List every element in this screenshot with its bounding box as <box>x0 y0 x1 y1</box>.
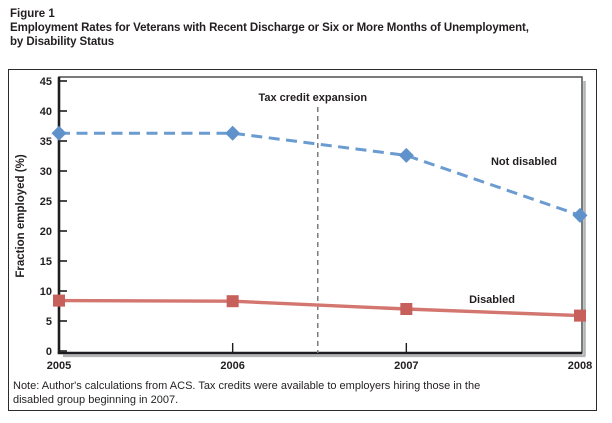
figure-title-line1: Employment Rates for Veterans with Recen… <box>10 22 529 34</box>
disabled-point-2008 <box>574 309 586 322</box>
y-tick-label: 15 <box>40 256 52 268</box>
note-line2: disabled group beginning in 2007. <box>13 393 179 406</box>
series-line-not-disabled <box>59 131 581 217</box>
y-tick-label: 35 <box>40 136 52 148</box>
x-tick-label: 2008 <box>568 360 592 372</box>
y-tick-label: 20 <box>40 226 52 238</box>
y-tick-label: 25 <box>40 196 52 208</box>
note-line1: Note: Author's calculations from ACS. Ta… <box>13 380 481 392</box>
y-tick-label: 5 <box>46 316 52 328</box>
y-tick-label: 10 <box>40 286 52 298</box>
figure-title-line2: by Disability Status <box>10 36 115 48</box>
x-tick-label: 2007 <box>394 360 418 372</box>
figure-label: Figure 1 <box>10 8 55 20</box>
y-tick-label: 40 <box>40 106 52 118</box>
series-line-disabled <box>58 298 581 318</box>
tax-credit-expansion-label: Tax credit expansion <box>258 92 367 104</box>
disabled-point-2007 <box>400 303 413 315</box>
x-tick-label: 2006 <box>220 360 244 372</box>
not-disabled-point-2007 <box>398 147 414 163</box>
y-tick-label: 0 <box>46 346 52 358</box>
y-tick-label: 45 <box>40 76 52 88</box>
disabled-point-2006 <box>226 295 239 308</box>
x-tick-label: 2005 <box>47 360 71 372</box>
not-disabled-point-2005 <box>51 125 67 141</box>
y-axis-title: Fraction employed (%) <box>15 154 27 277</box>
figure-note: Note: Author's calculations from ACS. Ta… <box>13 380 480 407</box>
figure-title-block: Figure 1 Employment Rates for Veterans w… <box>10 7 529 49</box>
y-tick-label: 30 <box>40 166 52 178</box>
series-label-disabled: Disabled <box>469 294 515 306</box>
not-disabled-point-2008 <box>572 207 588 223</box>
series-label-not-disabled: Not disabled <box>491 156 557 168</box>
figure-box: 0 5 10 15 20 25 30 35 40 45 2005 2006 2007 2008 Fracti… <box>8 69 597 411</box>
chart-svg: 0 5 10 15 20 25 30 35 40 45 2005 2006 2007 2008 Fracti… <box>15 76 592 372</box>
not-disabled-point-2006 <box>225 125 241 141</box>
disabled-point-2005 <box>53 294 65 307</box>
employment-line-chart: 0 5 10 15 20 25 30 35 40 45 2005 2006 2007 2008 Fracti… <box>9 70 595 409</box>
